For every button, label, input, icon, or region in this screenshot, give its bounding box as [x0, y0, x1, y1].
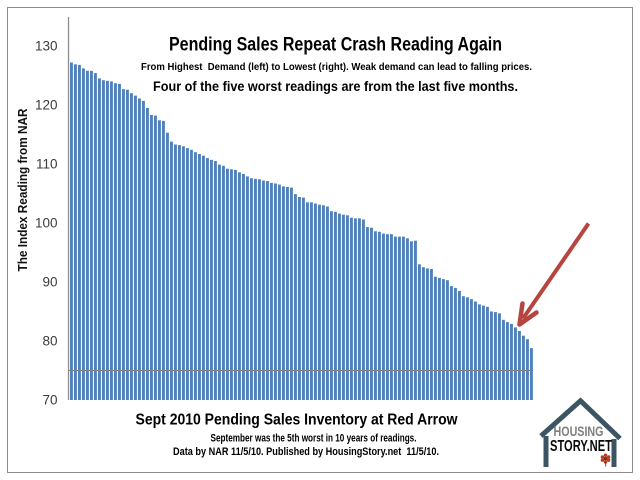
- svg-text:130: 130: [35, 39, 58, 54]
- svg-text:90: 90: [42, 275, 57, 290]
- svg-text:70: 70: [42, 393, 57, 408]
- svg-text:80: 80: [42, 334, 57, 349]
- svg-text:110: 110: [36, 157, 58, 172]
- svg-text:September was the 5th worst in: September was the 5th worst in 10 years …: [211, 432, 417, 444]
- svg-text:STORY.NET: STORY.NET: [550, 438, 612, 455]
- svg-text:Data by NAR 11/5/10. Published: Data by NAR 11/5/10. Published by Housin…: [173, 446, 439, 458]
- svg-text:Sept 2010 Pending Sales Invent: Sept 2010 Pending Sales Inventory at Red…: [136, 412, 459, 429]
- svg-text:Four of the five worst reading: Four of the five worst readings are from…: [153, 79, 518, 94]
- svg-text:100: 100: [35, 216, 58, 231]
- svg-text:From Highest Demand (left) to: From Highest Demand (left) to Lowest (ri…: [141, 62, 532, 73]
- svg-text:120: 120: [35, 98, 58, 113]
- svg-text:HOUSING: HOUSING: [554, 424, 604, 439]
- svg-text:The Index Reading from NAR: The Index Reading from NAR: [15, 108, 30, 272]
- svg-text:Pending Sales Repeat Crash Rea: Pending Sales Repeat Crash Reading Again: [169, 35, 502, 56]
